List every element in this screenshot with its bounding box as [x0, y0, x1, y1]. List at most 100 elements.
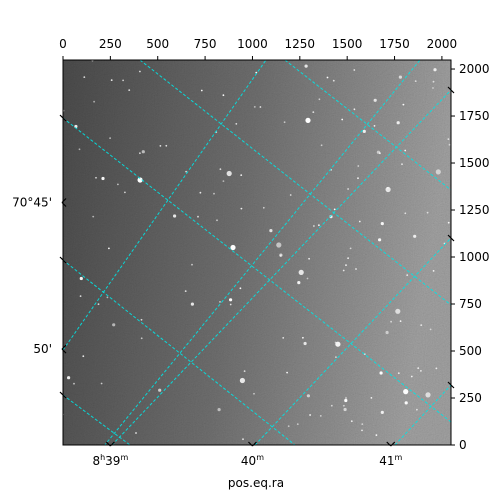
- star: [230, 244, 236, 251]
- star: [432, 80, 435, 83]
- star: [229, 298, 233, 302]
- star: [435, 367, 438, 370]
- top-x-tick-label: 500: [146, 37, 169, 51]
- dec-tick-label: 70°45': [12, 195, 52, 209]
- star: [240, 207, 243, 210]
- star: [101, 176, 105, 181]
- star: [282, 337, 285, 339]
- right-y-tick-label: 1500: [459, 156, 490, 170]
- star: [343, 404, 345, 407]
- dec-tick-mark: [61, 344, 67, 350]
- star: [309, 414, 311, 416]
- star: [296, 423, 299, 425]
- grid-line: [111, 89, 451, 445]
- star: [373, 125, 376, 127]
- grid-line: [63, 394, 131, 445]
- right-y-tick-label: 250: [459, 391, 482, 405]
- star: [378, 238, 382, 242]
- ra-tick-label: 41m: [379, 453, 402, 468]
- star: [353, 69, 356, 71]
- star: [432, 270, 435, 272]
- star: [259, 106, 262, 108]
- star: [93, 100, 95, 103]
- x-axis-label: pos.eq.ra: [228, 476, 284, 490]
- star: [219, 301, 221, 303]
- star: [404, 401, 408, 405]
- star: [397, 372, 400, 375]
- grid-line: [63, 60, 267, 351]
- star: [342, 269, 345, 272]
- star: [302, 336, 304, 339]
- star: [334, 341, 337, 344]
- star: [417, 367, 420, 369]
- star: [135, 432, 137, 434]
- star: [110, 79, 113, 81]
- star: [78, 148, 81, 151]
- star: [333, 208, 336, 211]
- star: [173, 214, 177, 218]
- star: [320, 144, 323, 147]
- grid-line: [139, 60, 451, 306]
- star: [219, 168, 222, 171]
- right-y-tick-label: 1750: [459, 109, 490, 123]
- star: [197, 215, 199, 218]
- ra-tick-mark: [109, 441, 115, 447]
- star: [73, 382, 75, 385]
- star: [140, 318, 143, 321]
- star: [117, 183, 119, 186]
- plot-frame: [62, 59, 452, 446]
- star: [137, 177, 143, 183]
- star: [124, 191, 126, 194]
- frame-grid-tick: [447, 234, 455, 242]
- image-area: [63, 60, 451, 445]
- star: [141, 150, 145, 154]
- star: [343, 407, 347, 412]
- star: [390, 320, 392, 323]
- star: [330, 404, 333, 407]
- star: [380, 222, 384, 226]
- star: [242, 438, 244, 441]
- star: [361, 429, 363, 432]
- star: [362, 129, 366, 133]
- star: [413, 234, 417, 238]
- star: [395, 308, 401, 314]
- star: [239, 377, 245, 384]
- star: [199, 191, 202, 194]
- star: [158, 388, 162, 392]
- right-y-tick-label: 1000: [459, 250, 490, 264]
- frame-grid-tick: [59, 114, 67, 122]
- star: [185, 170, 188, 173]
- star: [312, 111, 315, 113]
- top-x-tick-label: 2000: [427, 37, 458, 51]
- star: [184, 290, 187, 292]
- star: [200, 89, 203, 92]
- ra-tick-mark: [105, 441, 111, 447]
- star: [433, 68, 437, 72]
- star: [347, 257, 349, 260]
- star: [318, 98, 321, 101]
- star: [262, 206, 265, 209]
- star: [253, 106, 256, 108]
- star: [403, 389, 409, 395]
- star: [97, 303, 100, 306]
- star: [92, 215, 95, 218]
- star: [298, 269, 304, 275]
- star: [67, 376, 71, 380]
- frame-grid-tick: [59, 391, 67, 399]
- star: [286, 371, 288, 374]
- grid-line: [63, 259, 296, 445]
- top-x-tick-label: 1500: [332, 37, 363, 51]
- star: [216, 219, 218, 222]
- star: [191, 263, 193, 266]
- star: [243, 370, 246, 372]
- ra-tick-label: 8h39m: [92, 453, 128, 468]
- dec-tick-label: 50': [33, 342, 52, 356]
- star: [165, 144, 168, 147]
- star: [213, 192, 215, 195]
- star: [344, 398, 348, 403]
- star: [357, 177, 359, 180]
- star: [350, 420, 353, 423]
- star: [112, 323, 116, 327]
- right-y-tick-label: 1250: [459, 203, 490, 217]
- star: [404, 212, 407, 215]
